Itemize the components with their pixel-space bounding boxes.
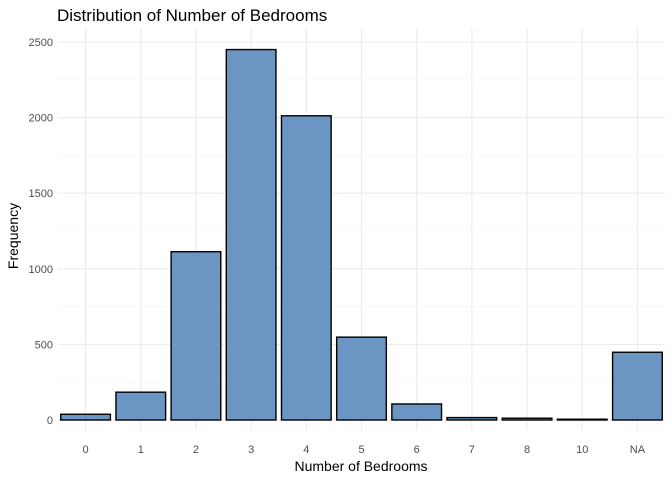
bars bbox=[60, 48, 663, 421]
x-tick-label: NA bbox=[630, 444, 646, 456]
bar-7 bbox=[446, 416, 498, 421]
y-tick-label: 2500 bbox=[29, 37, 53, 49]
y-axis-title: Frequency bbox=[5, 203, 21, 269]
x-tick-label: 0 bbox=[83, 444, 89, 456]
x-tick-label: 8 bbox=[524, 444, 530, 456]
x-axis-tick-labels: 0 1 2 3 4 5 6 7 8 10 NA bbox=[83, 444, 646, 456]
bar-10 bbox=[556, 418, 608, 421]
x-tick-label: 3 bbox=[248, 444, 254, 456]
x-tick-label: 4 bbox=[303, 444, 309, 456]
x-axis-title: Number of Bedrooms bbox=[294, 458, 427, 474]
bar-3 bbox=[225, 48, 277, 421]
x-tick-label: 2 bbox=[193, 444, 199, 456]
y-tick-label: 2000 bbox=[29, 113, 53, 125]
bar-4 bbox=[280, 115, 332, 421]
bar-0 bbox=[60, 413, 112, 421]
x-tick-label: 7 bbox=[469, 444, 475, 456]
x-tick-label: 10 bbox=[576, 444, 588, 456]
y-tick-label: 1000 bbox=[29, 264, 53, 276]
bar-5 bbox=[335, 336, 388, 421]
bar-NA bbox=[611, 351, 663, 421]
x-tick-label: 1 bbox=[138, 444, 144, 456]
y-tick-label: 500 bbox=[35, 339, 53, 351]
bar-8 bbox=[501, 417, 553, 421]
bar-6 bbox=[391, 403, 443, 421]
y-axis-tick-labels: 0 500 1000 1500 2000 2500 bbox=[29, 37, 53, 427]
y-tick-label: 1500 bbox=[29, 188, 53, 200]
y-tick-label: 0 bbox=[47, 415, 53, 427]
chart-title: Distribution of Number of Bedrooms bbox=[57, 6, 327, 25]
bar-2 bbox=[170, 251, 222, 421]
bar-1 bbox=[115, 391, 167, 421]
x-tick-label: 5 bbox=[358, 444, 364, 456]
x-tick-label: 6 bbox=[414, 444, 420, 456]
